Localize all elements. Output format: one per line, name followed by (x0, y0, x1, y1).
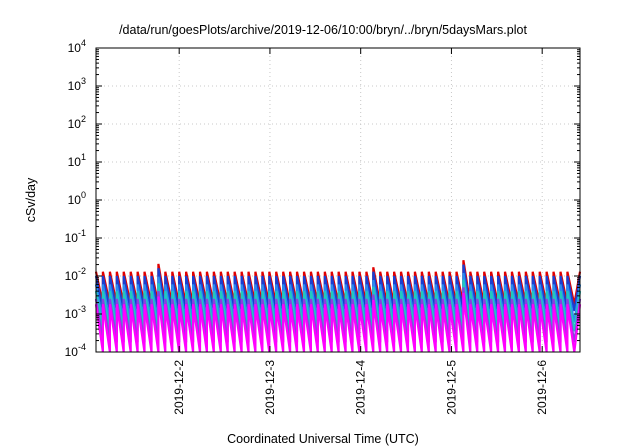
x-axis-label: Coordinated Universal Time (UTC) (227, 432, 419, 446)
y-tick-base: 10 (68, 117, 82, 131)
y-tick-exponent: -4 (78, 342, 86, 352)
series-group (94, 260, 582, 353)
y-axis-label: cSv/day (24, 177, 38, 222)
y-tick-exponent: -3 (78, 304, 86, 314)
y-tick-label: 103 (68, 76, 86, 93)
y-tick-base: 10 (68, 79, 82, 93)
y-tick-label: 100 (68, 190, 86, 207)
x-axis: 2019-12-2 2019-12-3 2019-12-4 2019-12-5 2019… (172, 48, 549, 415)
y-tick-exponent: 2 (81, 114, 86, 124)
y-tick-exponent: -1 (78, 228, 86, 238)
y-tick-base: 10 (65, 345, 79, 359)
y-tick-exponent: 1 (81, 152, 86, 162)
y-tick-base: 10 (65, 231, 79, 245)
y-tick-base: 10 (68, 193, 82, 207)
y-tick-base: 10 (65, 269, 79, 283)
y-tick-label: 10-2 (65, 266, 86, 283)
x-tick-label: 2019-12-5 (444, 360, 458, 415)
x-tick-label: 2019-12-4 (354, 360, 368, 415)
y-tick-base: 10 (68, 41, 82, 55)
y-tick-exponent: 3 (81, 76, 86, 86)
y-tick-label: 10-1 (65, 228, 86, 245)
y-tick-base: 10 (65, 307, 79, 321)
y-tick-label: 101 (68, 152, 86, 169)
y-tick-label: 10-4 (65, 342, 86, 359)
y-tick-label: 102 (68, 114, 86, 131)
x-tick-label: 2019-12-3 (263, 360, 277, 415)
y-tick-base: 10 (68, 155, 82, 169)
chart-title: /data/run/goesPlots/archive/2019-12-06/1… (119, 23, 527, 37)
x-tick-label: 2019-12-6 (535, 360, 549, 415)
y-tick-label: 104 (68, 38, 86, 55)
y-tick-exponent: 0 (81, 190, 86, 200)
y-tick-exponent: 4 (81, 38, 86, 48)
y-tick-label: 10-3 (65, 304, 86, 321)
y-tick-exponent: -2 (78, 266, 86, 276)
x-tick-label: 2019-12-2 (172, 360, 186, 415)
